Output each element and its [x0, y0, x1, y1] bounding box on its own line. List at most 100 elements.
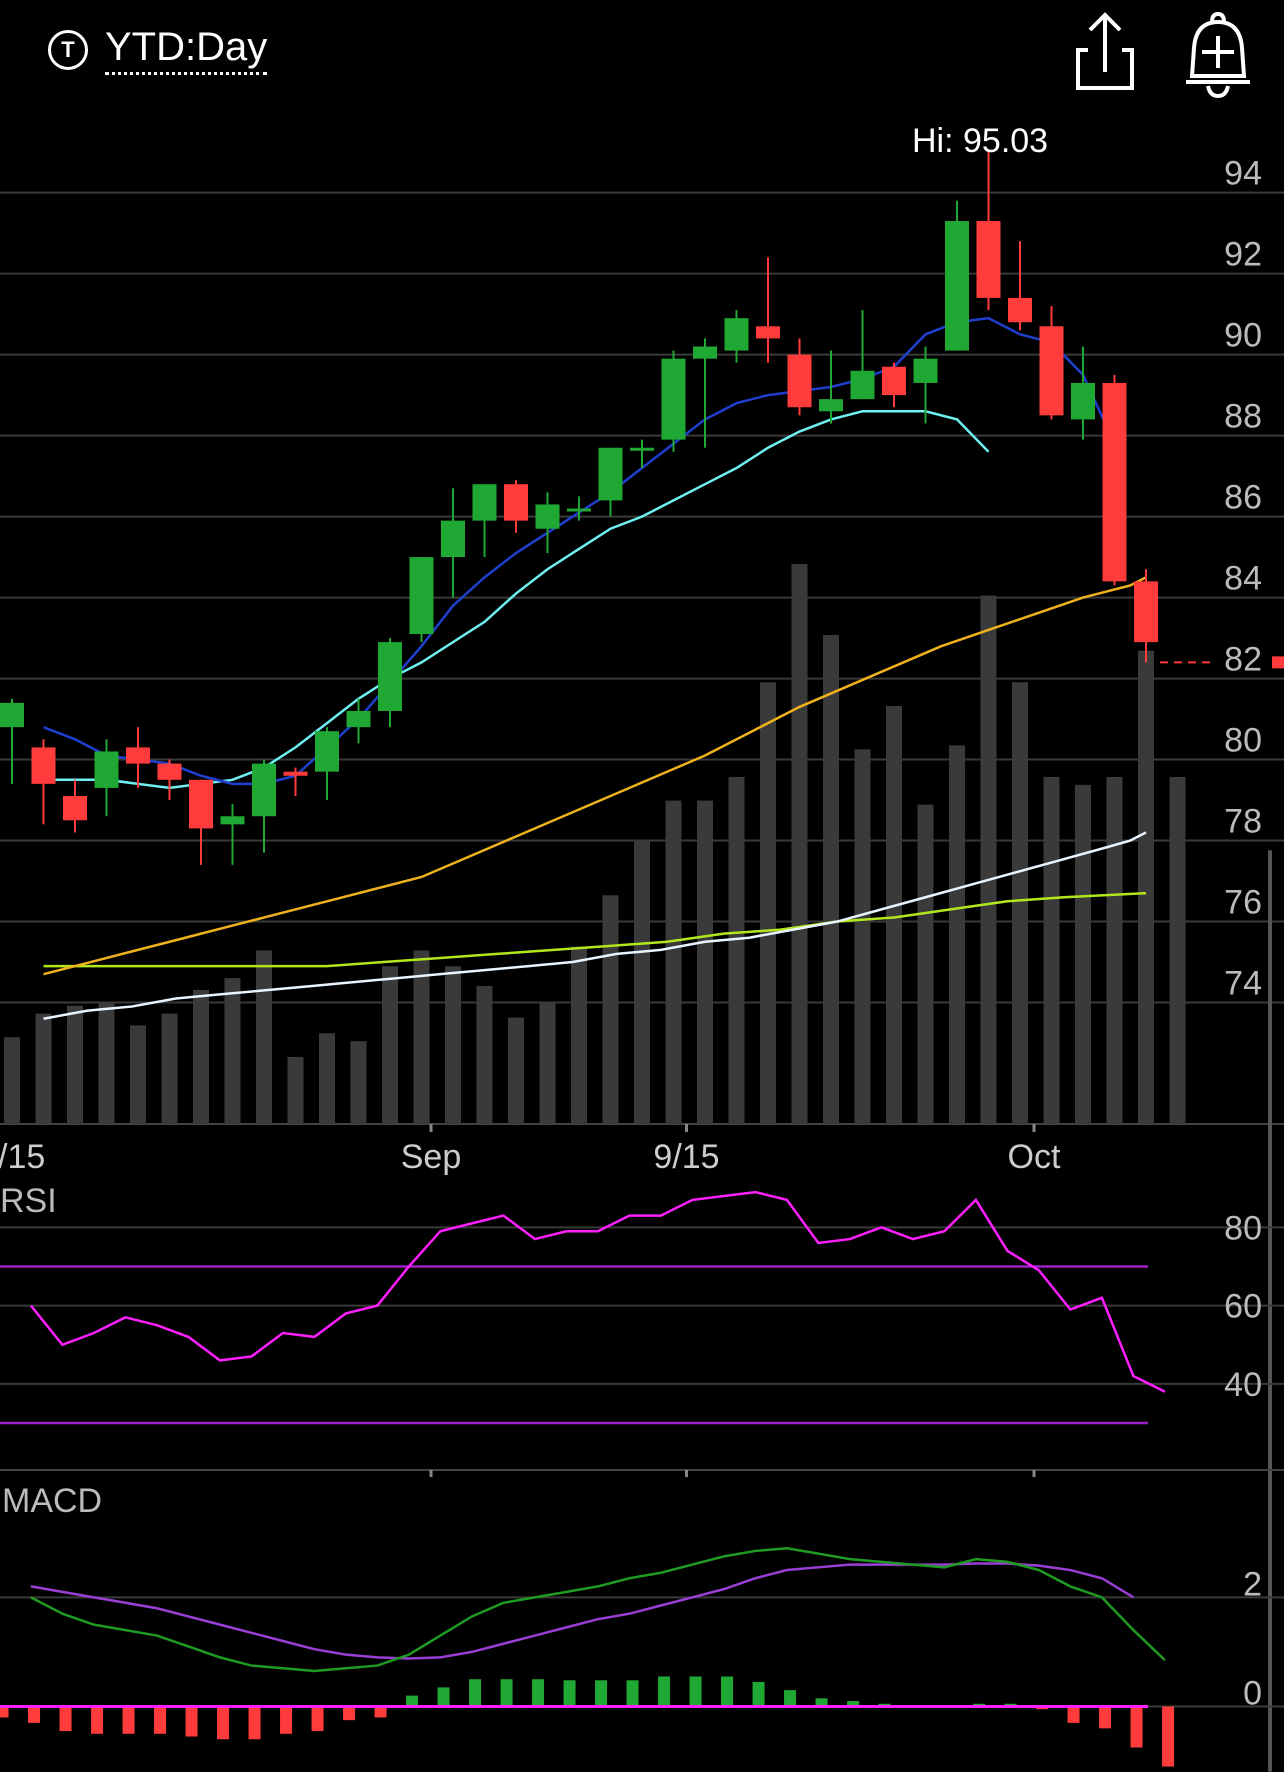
candle-up[interactable]: [0, 702, 24, 728]
candle-up[interactable]: [724, 318, 749, 351]
candle-up[interactable]: [630, 447, 654, 451]
candle-up[interactable]: [598, 447, 623, 501]
candle-up[interactable]: [661, 358, 686, 440]
add-alert-button[interactable]: [1178, 10, 1250, 98]
macd-histogram-bar: [563, 1680, 576, 1707]
volume-bar: [445, 966, 461, 1124]
volume-bar: [571, 946, 587, 1124]
volume-bar: [1012, 682, 1028, 1124]
candle-down[interactable]: [504, 484, 528, 521]
macd-histogram-bar: [595, 1680, 608, 1707]
macd-histogram-bar: [59, 1706, 72, 1732]
candle-down[interactable]: [756, 326, 780, 339]
macd-histogram-bar: [343, 1706, 356, 1721]
share-button[interactable]: [1070, 10, 1140, 98]
timeframe-selector[interactable]: YTD:Day: [105, 24, 268, 75]
macd-histogram-bar: [0, 1706, 9, 1718]
candle-up[interactable]: [819, 399, 843, 412]
macd-histogram-bar: [626, 1680, 639, 1707]
price-tick-label: 92: [1224, 236, 1262, 274]
candle-up[interactable]: [567, 508, 591, 512]
x-date-label: 9/15: [653, 1138, 719, 1176]
macd-histogram-bar: [1067, 1706, 1080, 1723]
candle-down[interactable]: [1102, 382, 1127, 582]
price-tick-label: 76: [1224, 884, 1262, 922]
macd-line: [30, 1546, 1166, 1673]
price-tick-label: 94: [1224, 155, 1262, 193]
rsi-tick-label: 80: [1224, 1209, 1262, 1247]
candle-up[interactable]: [945, 220, 969, 351]
candle-up[interactable]: [850, 370, 875, 400]
volume-bar: [539, 1001, 556, 1124]
volume-bar: [980, 595, 997, 1124]
volume-bar: [4, 1037, 20, 1124]
candle-down[interactable]: [126, 747, 150, 764]
candle-down[interactable]: [1134, 581, 1158, 643]
candle-up[interactable]: [693, 346, 717, 359]
candle-up[interactable]: [315, 731, 339, 772]
candle-down[interactable]: [1039, 326, 1064, 416]
candle-up[interactable]: [441, 520, 465, 558]
candle-up[interactable]: [346, 710, 371, 728]
candle-down[interactable]: [283, 771, 308, 776]
volume-bar: [193, 989, 209, 1124]
candle-down[interactable]: [63, 796, 87, 821]
macd-histogram-bar: [437, 1687, 450, 1707]
x-date-label: /15: [0, 1138, 45, 1176]
macd-histogram-bar: [847, 1701, 860, 1707]
volume-bar: [382, 966, 398, 1124]
macd-histogram-bar: [406, 1695, 419, 1707]
volume-bar: [1075, 784, 1091, 1124]
ma20-line: [43, 576, 1147, 976]
candle-up[interactable]: [1071, 382, 1095, 420]
candle-down[interactable]: [31, 747, 56, 784]
candle-up[interactable]: [94, 751, 119, 788]
macd-histogram-bar: [532, 1679, 545, 1707]
candle-down[interactable]: [189, 779, 213, 829]
price-tick-label: 78: [1224, 803, 1262, 841]
candle-up[interactable]: [220, 816, 245, 825]
macd-histogram-bar: [122, 1706, 135, 1734]
chart-header: T YTD:Day: [0, 0, 1284, 110]
candle-down[interactable]: [157, 763, 182, 780]
candle-down[interactable]: [787, 354, 812, 408]
candle-up[interactable]: [913, 358, 938, 383]
t-logo-icon[interactable]: T: [48, 30, 88, 70]
volume-bar: [949, 745, 965, 1124]
x-date-label: Oct: [1008, 1138, 1061, 1176]
macd-tick-label: 0: [1243, 1675, 1262, 1713]
candle-up[interactable]: [472, 484, 497, 521]
price-tick-label: 74: [1224, 965, 1262, 1003]
candle-up[interactable]: [409, 557, 434, 635]
volume-bar: [665, 800, 682, 1124]
macd-histogram-bar: [217, 1706, 230, 1740]
scroll-indicator[interactable]: [1268, 850, 1272, 1772]
volume-bar: [760, 682, 776, 1124]
macd-histogram-bar: [815, 1698, 828, 1707]
candle-up[interactable]: [252, 763, 276, 817]
macd-histogram-bar: [91, 1706, 104, 1734]
macd-histogram-bar: [374, 1706, 387, 1718]
volume-bar: [413, 950, 430, 1124]
candle-up[interactable]: [378, 642, 402, 711]
candle-down[interactable]: [976, 220, 1001, 298]
rsi-line: [29, 1190, 1166, 1393]
volume-bar: [287, 1056, 304, 1124]
macd-tick-label: 2: [1243, 1565, 1262, 1603]
price-tick-label: 84: [1224, 560, 1262, 598]
macd-histogram-bar: [752, 1681, 765, 1707]
volume-bar: [319, 1033, 335, 1124]
ma5-line: [43, 316, 1116, 786]
candle-down[interactable]: [882, 366, 906, 396]
volume-bar: [350, 1041, 367, 1124]
volume-bar: [634, 840, 650, 1124]
last-price-marker: [1272, 656, 1284, 669]
macd-histogram-bar: [500, 1679, 513, 1707]
volume-bar: [886, 705, 902, 1124]
candle-up[interactable]: [535, 504, 560, 529]
candle-down[interactable]: [1008, 297, 1032, 323]
volume-bar: [1169, 776, 1186, 1124]
volume-bar: [130, 1025, 146, 1124]
high-price-label: Hi: 95.03: [912, 122, 1048, 160]
